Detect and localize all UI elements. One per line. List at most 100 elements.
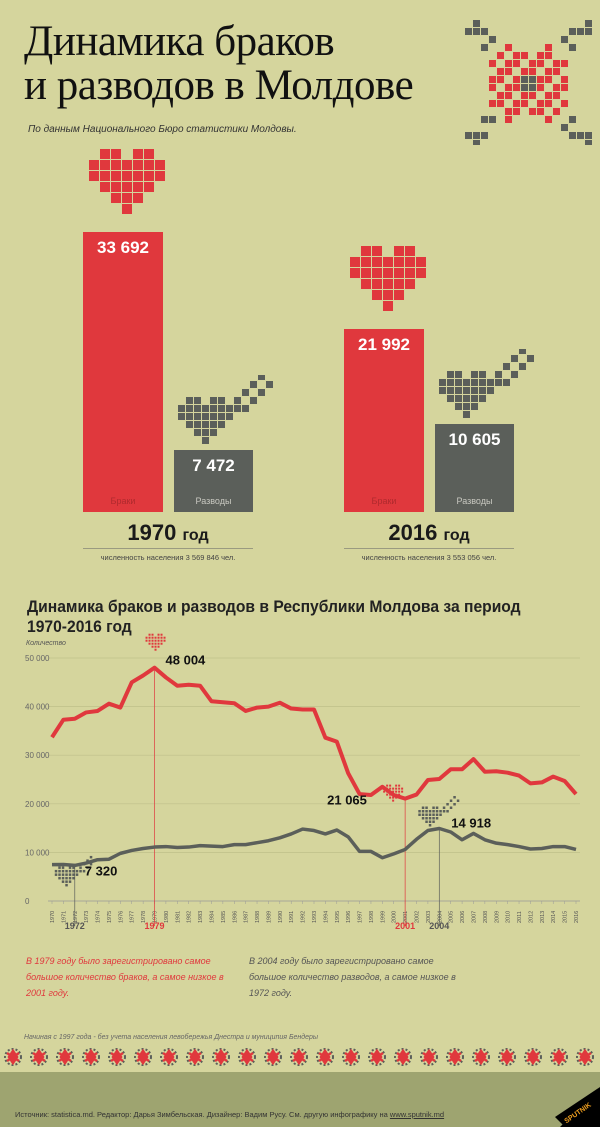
x-tick-label: 1973 (84, 911, 90, 923)
x-tick-label: 1993 (312, 911, 318, 923)
year: 2016 (388, 520, 438, 545)
sputnik-link[interactable]: www.sputnik.md (389, 1110, 445, 1119)
x-tick-label: 1974 (96, 911, 102, 923)
divider (344, 548, 514, 549)
x-tick-label: 1988 (255, 911, 261, 923)
bar-marriages-1970: 33 692 Браки (83, 232, 163, 512)
x-tick-label: 1981 (175, 911, 181, 923)
divorces-caption: Разводы (195, 495, 232, 506)
y-tick-label: 50 000 (25, 654, 50, 663)
x-tick-label: 1978 (141, 911, 147, 923)
x-tick-label: 1984 (209, 911, 215, 923)
y-tick-label: 20 000 (25, 800, 50, 809)
x-tick-label: 1982 (187, 911, 193, 923)
marriages-value: 33 692 (97, 238, 149, 257)
heart-marriages-icon (350, 246, 426, 312)
x-tick-label: 2005 (449, 911, 455, 923)
x-tick-label: 1991 (289, 911, 295, 923)
annotation-year: 2004 (429, 921, 449, 931)
heart-divorces-icon (54, 855, 96, 887)
x-tick-label: 2010 (506, 911, 512, 923)
x-tick-label: 1990 (278, 911, 284, 923)
annotation-value: 21 065 (327, 793, 367, 808)
footnote: Начиная с 1997 года - без учета населени… (24, 1034, 319, 1041)
year-label-2016: 2016 год (344, 520, 514, 546)
subtitle: По данным Национального Бюро статистики … (28, 124, 297, 135)
x-tick-label: 2004 (437, 911, 443, 923)
x-tick-label: 1972 (73, 911, 79, 923)
annotation-value: 7 320 (85, 863, 118, 878)
x-tick-label: 2006 (460, 911, 466, 923)
x-tick-label: 1980 (164, 911, 170, 923)
x-tick-label: 1996 (346, 911, 352, 923)
x-tick-label: 1998 (369, 911, 375, 923)
x-tick-label: 2000 (392, 911, 398, 923)
x-tick-label: 2016 (574, 911, 580, 923)
x-tick-label: 1989 (266, 911, 272, 923)
year-suffix: год (443, 527, 470, 544)
x-tick-label: 1987 (244, 911, 250, 923)
note-marriages: В 1979 году было зарегистрировано самое … (26, 956, 224, 998)
x-tick-label: 1992 (301, 911, 307, 923)
x-tick-label: 1997 (358, 911, 364, 923)
marriages-value: 21 992 (358, 335, 410, 355)
heart-marriages-icon (89, 149, 165, 214)
x-tick-label: 1979 (153, 911, 159, 923)
annotation-value: 48 004 (166, 653, 207, 668)
divider (83, 548, 253, 549)
series-line-marriages (50, 665, 578, 801)
x-tick-label: 1995 (335, 911, 341, 923)
x-tick-label: 1994 (323, 911, 329, 923)
annotation-year: 2001 (395, 921, 415, 931)
title-line-1: Динамика браков (24, 18, 335, 65)
x-tick-label: 2009 (494, 911, 500, 923)
heart-divorces-icon (439, 348, 534, 418)
annotation-value: 14 918 (451, 815, 491, 830)
annotation-year: 1972 (65, 921, 85, 931)
year: 1970 (127, 520, 177, 545)
marriages-caption: Браки (110, 496, 136, 506)
divorces-value: 7 472 (192, 455, 235, 475)
divorces-value: 10 605 (448, 429, 501, 449)
annotation-year: 1979 (145, 921, 165, 931)
x-tick-label: 1983 (198, 911, 204, 923)
bar-divorces-1970: 7 472 Разводы (174, 449, 253, 512)
x-tick-label: 2003 (426, 911, 432, 923)
y-tick-label: 0 (25, 897, 30, 906)
x-tick-label: 1970 (50, 911, 56, 923)
heart-divorces-icon (439, 348, 534, 418)
x-tick-label: 2007 (471, 911, 477, 923)
heart-divorces-icon (178, 374, 273, 444)
population-text: численность населения 3 569 846 чел. (100, 553, 236, 562)
note-divorces: В 2004 году было зарегистрировано самое … (249, 956, 456, 998)
x-tick-label: 1975 (107, 911, 113, 923)
series-line-divorces (51, 826, 577, 868)
divorces-caption: Разводы (456, 495, 493, 506)
y-tick-label: 40 000 (25, 703, 50, 712)
line-chart: Количество 0 10 000 20 000 30 000 40 000 50 00… (25, 633, 580, 931)
population-text: численность населения 3 553 056 чел. (361, 553, 497, 562)
y-axis-label: Количество (26, 640, 66, 647)
sputnik-logo: SPUTNIK (555, 1087, 600, 1127)
marriages-caption: Браки (371, 495, 397, 506)
x-tick-label: 2014 (551, 911, 557, 923)
source-label: Источник: statistica.md. Редактор: Дарья… (15, 1110, 390, 1119)
x-tick-label: 1999 (380, 911, 386, 923)
x-tick-label: 1977 (130, 911, 136, 923)
x-tick-label: 2013 (540, 911, 546, 923)
ornament-icon (465, 20, 592, 145)
x-tick-label: 2008 (483, 911, 489, 923)
x-tick-label: 2011 (517, 911, 523, 923)
x-tick-label: 2015 (563, 911, 569, 923)
page-title: Динамика браков и разводов в Молдове (24, 18, 414, 109)
heart-marriages-icon (89, 149, 165, 214)
x-tick-label: 2001 (403, 911, 409, 923)
bar-marriages-2016: 21 992 Браки (344, 329, 424, 512)
heart-divorces-icon (418, 795, 460, 827)
heart-marriages-icon (383, 784, 404, 802)
ornament-border-icon (4, 1048, 594, 1066)
chart-title: Динамика браков и разводов в Республики … (27, 597, 521, 636)
heart-divorces-icon (178, 374, 273, 444)
heart-marriages-icon (145, 633, 166, 651)
title-line-2: и разводов в Молдове (24, 62, 414, 109)
